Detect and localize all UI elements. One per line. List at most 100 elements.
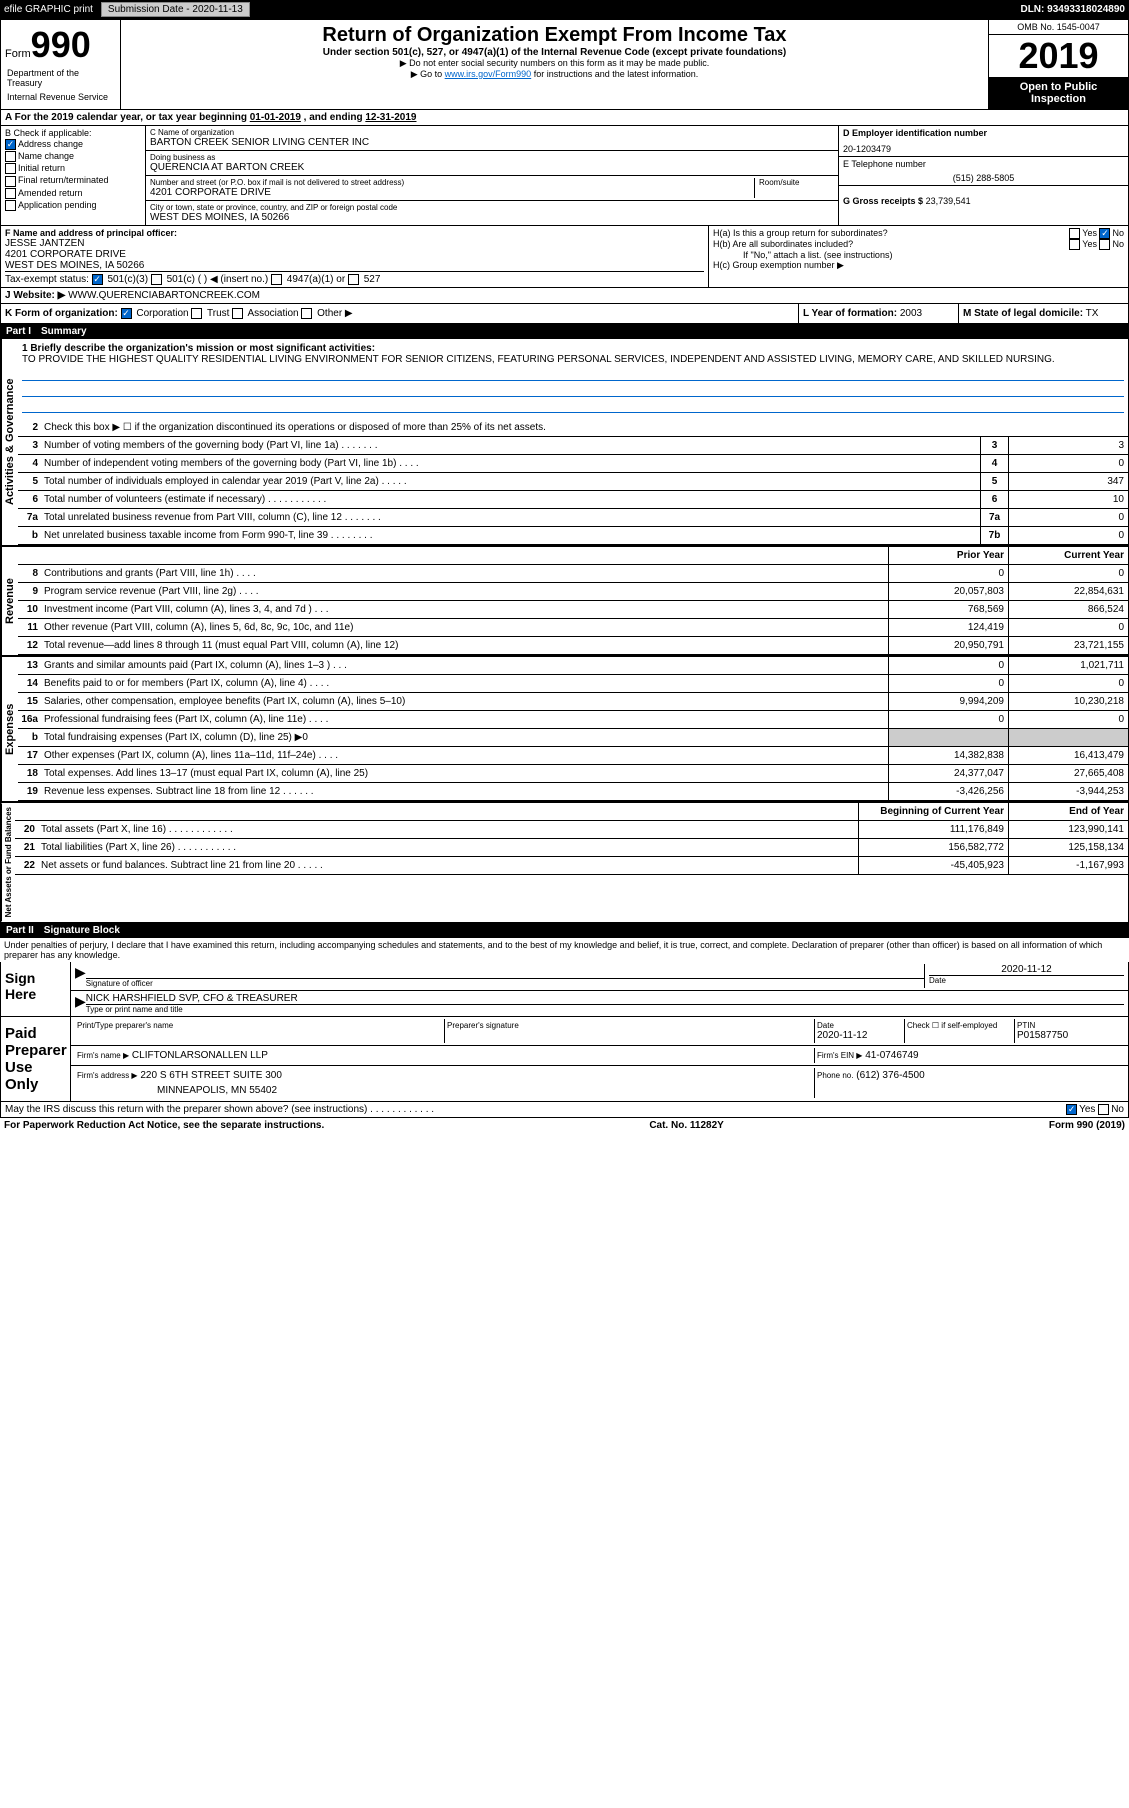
- prep-sig-label: Preparer's signature: [447, 1021, 812, 1030]
- website-label: Website: ▶: [13, 290, 65, 301]
- line-num: 7a: [18, 512, 42, 523]
- checkbox-icon: [301, 308, 312, 319]
- website-value: WWW.QUERENCIABARTONCREEK.COM: [68, 290, 260, 301]
- row-j: J Website: ▶ WWW.QUERENCIABARTONCREEK.CO…: [0, 288, 1129, 304]
- arrow-icon: ▶: [75, 964, 86, 988]
- line-box: 7b: [980, 527, 1008, 544]
- check-name-change: Name change: [5, 151, 141, 162]
- line-text: Total liabilities (Part X, line 26) . . …: [39, 840, 858, 855]
- current-value: 16,413,479: [1008, 747, 1128, 764]
- checkbox-icon: [1069, 239, 1080, 250]
- city-value: WEST DES MOINES, IA 50266: [150, 212, 834, 223]
- firm-name: CLIFTONLARSONALLEN LLP: [132, 1050, 268, 1061]
- current-value: 0: [1008, 711, 1128, 728]
- sig-date-label: Date: [929, 975, 1124, 985]
- open-public: Open to Public Inspection: [989, 77, 1128, 109]
- firm-addr-label: Firm's address ▶: [77, 1071, 138, 1080]
- line-value: 10: [1008, 491, 1128, 508]
- current-value: 10,230,218: [1008, 693, 1128, 710]
- efile-label: efile GRAPHIC print: [4, 4, 93, 15]
- line-num: 9: [18, 586, 42, 597]
- netassets-label: Net Assets or Fund Balances: [1, 803, 15, 921]
- activities-label: Activities & Governance: [1, 339, 18, 545]
- footer: For Paperwork Reduction Act Notice, see …: [0, 1118, 1129, 1133]
- line-text: Investment income (Part VIII, column (A)…: [42, 602, 888, 617]
- prior-value: 14,382,838: [888, 747, 1008, 764]
- ein-label: D Employer identification number: [843, 128, 1124, 138]
- checkbox-icon: [5, 200, 16, 211]
- paid-prep-label: Paid Preparer Use Only: [1, 1017, 71, 1101]
- mission-text: TO PROVIDE THE HIGHEST QUALITY RESIDENTI…: [22, 354, 1124, 365]
- checkbox-icon: [5, 163, 16, 174]
- prep-name-label: Print/Type preparer's name: [77, 1021, 442, 1030]
- current-value: [1008, 729, 1128, 746]
- form-word: Form: [5, 48, 31, 60]
- city-label: City or town, state or province, country…: [150, 203, 834, 212]
- line-num: 20: [15, 824, 39, 835]
- box-c: C Name of organization BARTON CREEK SENI…: [146, 126, 838, 225]
- prior-value: 20,057,803: [888, 583, 1008, 600]
- part1-header: Part I Summary: [0, 324, 1129, 339]
- prior-value: 20,950,791: [888, 637, 1008, 654]
- part1-body: Activities & Governance 1 Briefly descri…: [0, 339, 1129, 922]
- form-number: 990: [31, 24, 91, 65]
- h-b-note: If "No," attach a list. (see instruction…: [713, 250, 1124, 260]
- mission-line: [22, 399, 1124, 413]
- sig-date: 2020-11-12: [929, 964, 1124, 975]
- current-value: -3,944,253: [1008, 783, 1128, 800]
- checkbox-icon: [348, 274, 359, 285]
- current-value: 1,021,711: [1008, 657, 1128, 674]
- form-subtitle: Under section 501(c), 527, or 4947(a)(1)…: [125, 47, 984, 58]
- line-text: Professional fundraising fees (Part IX, …: [42, 712, 888, 727]
- penalty-text: Under penalties of perjury, I declare th…: [0, 938, 1129, 962]
- line-num: 8: [18, 568, 42, 579]
- period-end: 12-31-2019: [365, 112, 416, 123]
- line-num: 15: [18, 696, 42, 707]
- part1-num: Part I: [6, 326, 31, 337]
- prep-date: 2020-11-12: [817, 1030, 902, 1041]
- line-num: 13: [18, 660, 42, 671]
- prep-check: Check ☐ if self-employed: [907, 1021, 1012, 1030]
- current-value: 123,990,141: [1008, 821, 1128, 838]
- current-year-header: Current Year: [1008, 547, 1128, 564]
- prior-value: 156,582,772: [858, 839, 1008, 856]
- line-text: Total revenue—add lines 8 through 11 (mu…: [42, 638, 888, 653]
- line-num: 3: [18, 440, 42, 451]
- checkbox-icon: [232, 308, 243, 319]
- row-f-h: F Name and address of principal officer:…: [0, 226, 1129, 288]
- officer-label: F Name and address of principal officer:: [5, 228, 704, 238]
- form-header: Form990 Department of the Treasury Inter…: [0, 19, 1129, 110]
- current-value: 866,524: [1008, 601, 1128, 618]
- discuss-text: May the IRS discuss this return with the…: [5, 1104, 434, 1115]
- line-value: 0: [1008, 527, 1128, 544]
- ein-value: 20-1203479: [843, 138, 1124, 154]
- checkbox-icon: [5, 176, 16, 187]
- current-value: 22,854,631: [1008, 583, 1128, 600]
- row-klm: K Form of organization: Corporation Trus…: [0, 304, 1129, 324]
- line-num: 11: [18, 622, 42, 633]
- phone-value: (515) 288-5805: [843, 169, 1124, 183]
- prior-value: 124,419: [888, 619, 1008, 636]
- line-num: 17: [18, 750, 42, 761]
- line2: Check this box ▶ ☐ if the organization d…: [42, 420, 1128, 435]
- dept-irs: Internal Revenue Service: [5, 90, 116, 104]
- current-value: 0: [1008, 565, 1128, 582]
- prior-value: -45,405,923: [858, 857, 1008, 874]
- prep-date-label: Date: [817, 1021, 902, 1030]
- tax-year: 2019: [989, 35, 1128, 77]
- ptin-value: P01587750: [1017, 1030, 1122, 1041]
- line-text: Other expenses (Part IX, column (A), lin…: [42, 748, 888, 763]
- mission-line: [22, 367, 1124, 381]
- checkbox-icon: [191, 308, 202, 319]
- h-a-label: H(a) Is this a group return for subordin…: [713, 228, 888, 239]
- check-initial-return: Initial return: [5, 163, 141, 174]
- checkbox-icon: [271, 274, 282, 285]
- box-d-e-g: D Employer identification number 20-1203…: [838, 126, 1128, 225]
- prior-value: 768,569: [888, 601, 1008, 618]
- irs-link[interactable]: www.irs.gov/Form990: [445, 69, 532, 79]
- checkbox-icon: [5, 139, 16, 150]
- line-text: Grants and similar amounts paid (Part IX…: [42, 658, 888, 673]
- submission-button[interactable]: Submission Date - 2020-11-13: [101, 2, 250, 17]
- line-text: Contributions and grants (Part VIII, lin…: [42, 566, 888, 581]
- checkbox-icon: [1066, 1104, 1077, 1115]
